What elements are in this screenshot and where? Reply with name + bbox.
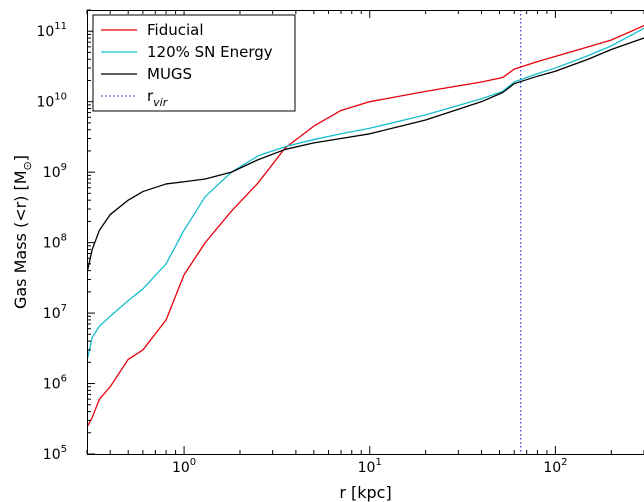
series-line-120-sn-energy (87, 27, 644, 361)
x-tick-label: 102 (543, 457, 567, 476)
legend: Fiducial 120% SN Energy MUGS rvir (92, 14, 296, 112)
legend-label: rvir (147, 87, 169, 109)
series-line-fiducial (87, 25, 644, 428)
x-axis-label: r [kpc] (339, 483, 391, 502)
legend-label: 120% SN Energy (147, 43, 273, 61)
x-tick-label: 101 (358, 457, 382, 476)
plot-border (87, 10, 644, 455)
series-line-mugs (87, 37, 644, 274)
x-tick-label: 100 (172, 457, 196, 476)
y-tick-label: 107 (43, 303, 67, 322)
y-tick-label: 1011 (36, 21, 67, 40)
y-tick-label: 108 (43, 233, 67, 252)
y-axis-label: Gas Mass (<r) [M⊙] (11, 155, 34, 309)
y-tick-label: 109 (43, 162, 67, 181)
legend-box (92, 14, 296, 112)
y-tick-label: 1010 (36, 92, 67, 111)
legend-label: MUGS (147, 65, 192, 83)
legend-label: Fiducial (147, 21, 204, 39)
y-tick-label: 105 (43, 444, 67, 463)
y-tick-label: 106 (43, 374, 67, 393)
series-layer (87, 25, 644, 428)
